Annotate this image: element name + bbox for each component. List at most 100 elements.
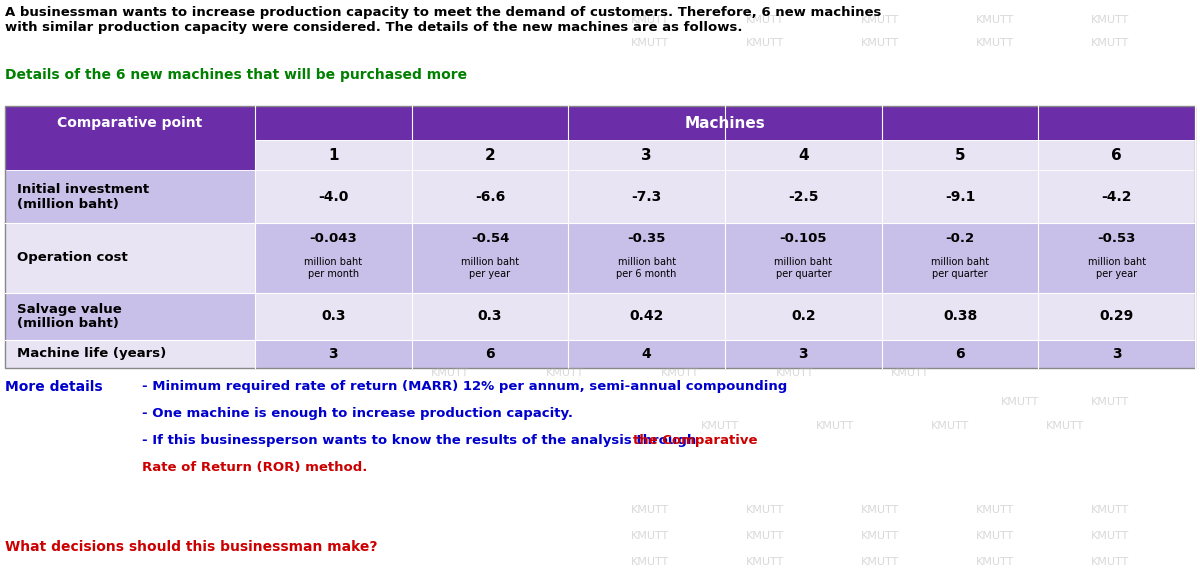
Text: Salvage value
(million baht): Salvage value (million baht): [17, 302, 121, 331]
Text: 3: 3: [798, 347, 808, 361]
Text: -0.54: -0.54: [470, 232, 509, 244]
FancyBboxPatch shape: [725, 340, 882, 368]
FancyBboxPatch shape: [1038, 293, 1195, 340]
Text: KMUTT: KMUTT: [1091, 397, 1129, 407]
Text: KMUTT: KMUTT: [661, 368, 700, 378]
FancyBboxPatch shape: [5, 223, 254, 293]
FancyBboxPatch shape: [882, 170, 1038, 223]
FancyBboxPatch shape: [254, 293, 412, 340]
Text: -0.35: -0.35: [628, 232, 666, 244]
Text: KMUTT: KMUTT: [1091, 531, 1129, 541]
Text: KMUTT: KMUTT: [890, 368, 929, 378]
Text: KMUTT: KMUTT: [546, 368, 584, 378]
Text: 5: 5: [955, 147, 965, 162]
Text: -2.5: -2.5: [788, 190, 818, 203]
Text: KMUTT: KMUTT: [1091, 38, 1129, 48]
Text: -9.1: -9.1: [944, 190, 976, 203]
FancyBboxPatch shape: [412, 223, 569, 293]
Text: KMUTT: KMUTT: [931, 421, 970, 431]
FancyBboxPatch shape: [569, 170, 725, 223]
Text: - Minimum required rate of return (MARR) 12% per annum, semi-annual compounding: - Minimum required rate of return (MARR)…: [142, 380, 787, 393]
FancyBboxPatch shape: [569, 340, 725, 368]
FancyBboxPatch shape: [725, 140, 882, 170]
Text: 0.3: 0.3: [322, 309, 346, 324]
Text: KMUTT: KMUTT: [976, 557, 1014, 567]
Text: What decisions should this businessman make?: What decisions should this businessman m…: [5, 540, 378, 554]
Text: KMUTT: KMUTT: [1091, 557, 1129, 567]
Text: million baht
per quarter: million baht per quarter: [931, 257, 989, 279]
Text: A businessman wants to increase production capacity to meet the demand of custom: A businessman wants to increase producti…: [5, 6, 881, 34]
FancyBboxPatch shape: [1038, 170, 1195, 223]
Text: 6: 6: [955, 347, 965, 361]
Text: 3: 3: [1112, 347, 1122, 361]
Text: KMUTT: KMUTT: [976, 505, 1014, 515]
Text: -4.0: -4.0: [318, 190, 348, 203]
Text: 0.3: 0.3: [478, 309, 503, 324]
FancyBboxPatch shape: [725, 223, 882, 293]
Text: million baht
per year: million baht per year: [1087, 257, 1146, 279]
Text: Rate of Return (ROR) method.: Rate of Return (ROR) method.: [142, 461, 367, 474]
Text: million baht
per month: million baht per month: [305, 257, 362, 279]
Text: Machine life (years): Machine life (years): [17, 347, 167, 361]
Text: KMUTT: KMUTT: [631, 38, 670, 48]
Text: KMUTT: KMUTT: [746, 15, 784, 25]
Text: KMUTT: KMUTT: [860, 15, 899, 25]
Text: 3: 3: [329, 347, 338, 361]
Text: -0.105: -0.105: [780, 232, 827, 244]
Text: KMUTT: KMUTT: [976, 38, 1014, 48]
Text: Details of the 6 new machines that will be purchased more: Details of the 6 new machines that will …: [5, 68, 467, 82]
Text: KMUTT: KMUTT: [860, 557, 899, 567]
Text: 6: 6: [485, 347, 494, 361]
Text: -0.53: -0.53: [1098, 232, 1136, 244]
FancyBboxPatch shape: [5, 340, 254, 368]
Text: KMUTT: KMUTT: [746, 38, 784, 48]
Text: - One machine is enough to increase production capacity.: - One machine is enough to increase prod…: [142, 407, 574, 420]
FancyBboxPatch shape: [5, 293, 254, 340]
Text: million baht
per year: million baht per year: [461, 257, 520, 279]
FancyBboxPatch shape: [882, 293, 1038, 340]
FancyBboxPatch shape: [882, 223, 1038, 293]
Text: KMUTT: KMUTT: [701, 421, 739, 431]
Text: KMUTT: KMUTT: [746, 531, 784, 541]
Text: 1: 1: [328, 147, 338, 162]
FancyBboxPatch shape: [1038, 340, 1195, 368]
Text: the Comparative: the Comparative: [634, 434, 757, 447]
FancyBboxPatch shape: [882, 140, 1038, 170]
Text: -7.3: -7.3: [631, 190, 661, 203]
FancyBboxPatch shape: [5, 170, 254, 223]
Text: 6: 6: [1111, 147, 1122, 162]
FancyBboxPatch shape: [254, 223, 412, 293]
Text: KMUTT: KMUTT: [631, 15, 670, 25]
Text: KMUTT: KMUTT: [860, 38, 899, 48]
Text: KMUTT: KMUTT: [431, 368, 469, 378]
Text: KMUTT: KMUTT: [631, 557, 670, 567]
FancyBboxPatch shape: [5, 106, 254, 140]
FancyBboxPatch shape: [569, 293, 725, 340]
Text: 3: 3: [641, 147, 652, 162]
Text: KMUTT: KMUTT: [860, 531, 899, 541]
Text: Initial investment
(million baht): Initial investment (million baht): [17, 183, 149, 210]
Text: KMUTT: KMUTT: [746, 505, 784, 515]
Text: -0.043: -0.043: [310, 232, 358, 244]
Text: KMUTT: KMUTT: [1091, 505, 1129, 515]
Text: 0.38: 0.38: [943, 309, 977, 324]
Text: KMUTT: KMUTT: [976, 15, 1014, 25]
Text: KMUTT: KMUTT: [816, 421, 854, 431]
Text: KMUTT: KMUTT: [746, 557, 784, 567]
Text: KMUTT: KMUTT: [631, 505, 670, 515]
FancyBboxPatch shape: [569, 223, 725, 293]
Text: million baht
per quarter: million baht per quarter: [774, 257, 833, 279]
Text: - If this businessperson wants to know the results of the analysis through: - If this businessperson wants to know t…: [142, 434, 701, 447]
Text: KMUTT: KMUTT: [1046, 421, 1084, 431]
Text: More details: More details: [5, 380, 103, 394]
Text: KMUTT: KMUTT: [860, 505, 899, 515]
Text: -0.2: -0.2: [946, 232, 974, 244]
Text: 4: 4: [798, 147, 809, 162]
Text: -6.6: -6.6: [475, 190, 505, 203]
FancyBboxPatch shape: [254, 340, 412, 368]
Text: KMUTT: KMUTT: [776, 368, 814, 378]
FancyBboxPatch shape: [412, 170, 569, 223]
FancyBboxPatch shape: [412, 140, 569, 170]
FancyBboxPatch shape: [569, 140, 725, 170]
FancyBboxPatch shape: [725, 170, 882, 223]
